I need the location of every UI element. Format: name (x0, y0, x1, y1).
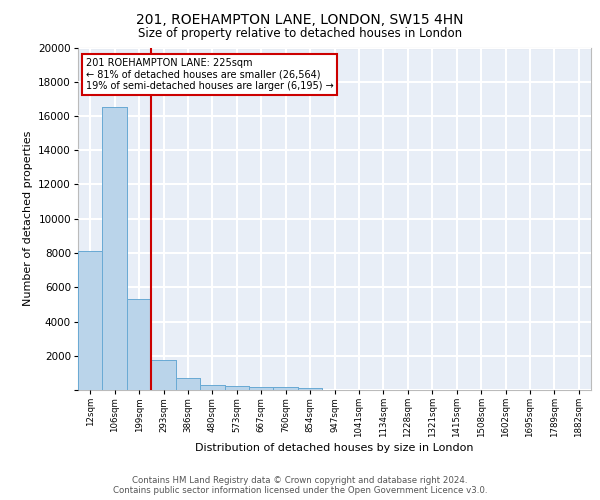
Bar (78, 252, 103, 390)
Bar (249, 387, 274, 390)
Bar (200, 384, 224, 390)
Text: Size of property relative to detached houses in London: Size of property relative to detached ho… (138, 28, 462, 40)
Bar (127, 299, 151, 390)
Bar (249, 387, 274, 390)
Y-axis label: Number of detached properties: Number of detached properties (23, 131, 33, 306)
Bar (103, 108, 127, 390)
Bar (224, 386, 249, 390)
Bar (127, 299, 151, 390)
Bar (274, 388, 298, 390)
Bar (176, 378, 200, 390)
Text: 201 ROEHAMPTON LANE: 225sqm
← 81% of detached houses are smaller (26,564)
19% of: 201 ROEHAMPTON LANE: 225sqm ← 81% of det… (86, 58, 334, 91)
Text: Contains HM Land Registry data © Crown copyright and database right 2024.
Contai: Contains HM Land Registry data © Crown c… (113, 476, 487, 495)
Bar (224, 386, 249, 390)
Bar (200, 384, 224, 390)
Bar (298, 388, 322, 390)
X-axis label: Distribution of detached houses by size in London: Distribution of detached houses by size … (195, 443, 474, 453)
Bar (151, 360, 176, 390)
Bar (151, 360, 176, 390)
Text: 201, ROEHAMPTON LANE, LONDON, SW15 4HN: 201, ROEHAMPTON LANE, LONDON, SW15 4HN (136, 12, 464, 26)
Bar (176, 378, 200, 390)
Bar (103, 108, 127, 390)
Bar (298, 388, 322, 390)
Bar (274, 388, 298, 390)
Bar (78, 252, 103, 390)
